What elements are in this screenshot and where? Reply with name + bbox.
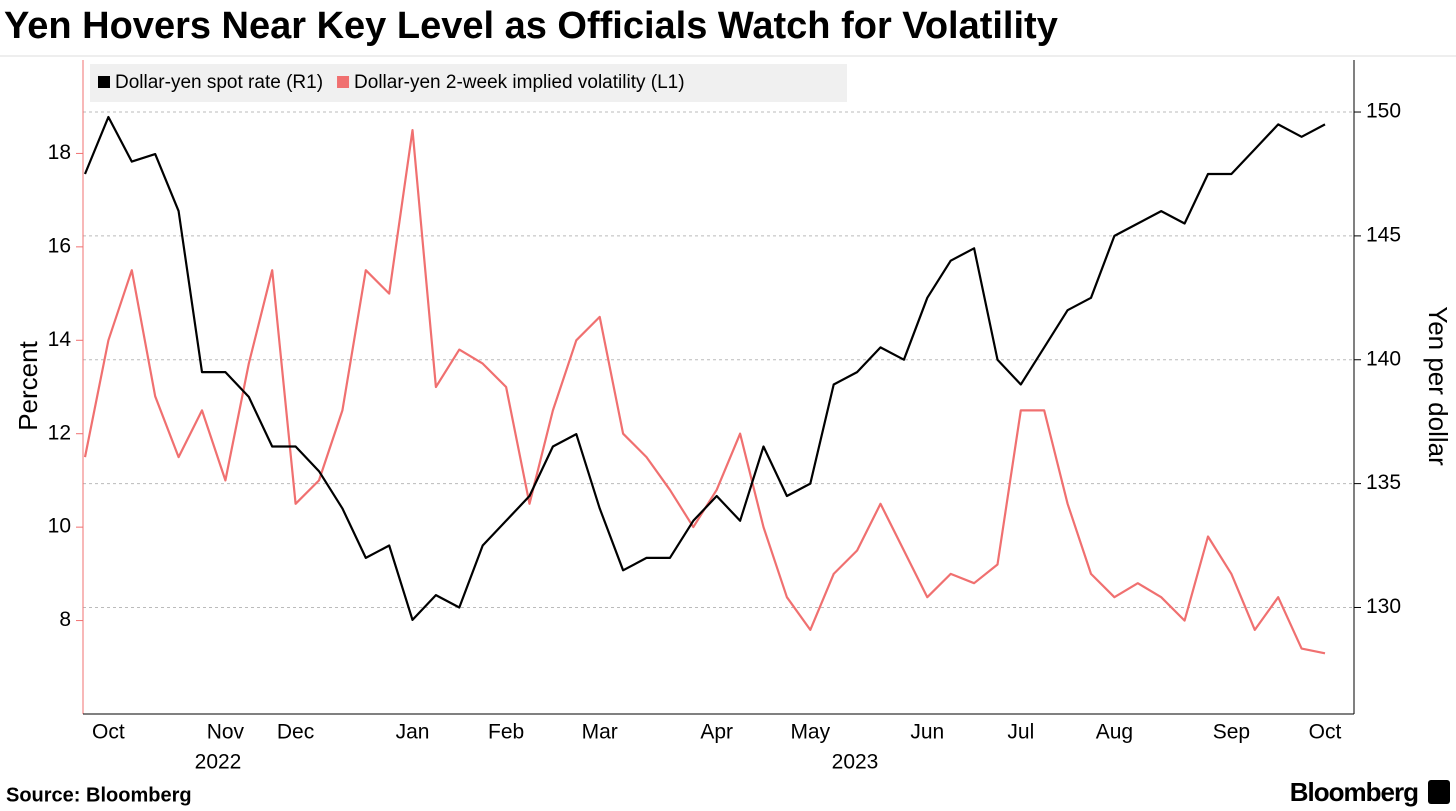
y-tick-label: 18 (48, 141, 71, 164)
y2-tick-label: 150 (1366, 100, 1401, 123)
y-axis-label: Percent (13, 340, 43, 430)
x-tick-label: Dec (277, 721, 314, 744)
y2-tick-label: 130 (1366, 595, 1401, 618)
legend-bg (90, 64, 847, 102)
source: Source: Bloomberg (6, 784, 192, 806)
y2-axis-label: Yen per dollar (1423, 306, 1453, 466)
x-tick-label: Sep (1213, 721, 1250, 744)
x-tick-label: Jan (396, 721, 430, 744)
x-tick-label: Oct (92, 721, 125, 744)
x-tick-label: Mar (582, 721, 618, 744)
year-label: 2023 (832, 751, 879, 774)
y-tick-label: 12 (48, 421, 71, 444)
series-line (83, 115, 1326, 621)
x-tick-label: Jun (910, 721, 944, 744)
x-tick-label: Jul (1007, 721, 1034, 744)
legend-label: Dollar-yen 2-week implied volatility (L1… (354, 72, 685, 93)
y-tick-label: 16 (48, 234, 71, 257)
year-label: 2022 (195, 751, 242, 774)
y2-tick-label: 135 (1366, 471, 1401, 494)
legend-swatch (337, 76, 350, 88)
x-tick-label: Apr (700, 721, 733, 744)
y-tick-label: 10 (48, 515, 71, 538)
legend-swatch (98, 76, 110, 88)
chart-title: Yen Hovers Near Key Level as Officials W… (4, 5, 1058, 47)
x-tick-label: Nov (207, 721, 245, 744)
x-tick-label: Aug (1096, 721, 1133, 744)
x-tick-label: Feb (488, 721, 524, 744)
x-tick-label: May (790, 721, 830, 744)
series-line (83, 129, 1326, 655)
y-tick-label: 8 (59, 608, 71, 631)
y2-tick-label: 145 (1366, 223, 1401, 246)
legend-label: Dollar-yen spot rate (R1) (115, 72, 323, 93)
x-tick-label: Oct (1309, 721, 1342, 744)
y2-tick-label: 140 (1366, 347, 1401, 370)
y-tick-label: 14 (48, 328, 72, 351)
brand: Bloomberg (1290, 777, 1418, 807)
brand-icon (1428, 780, 1450, 804)
